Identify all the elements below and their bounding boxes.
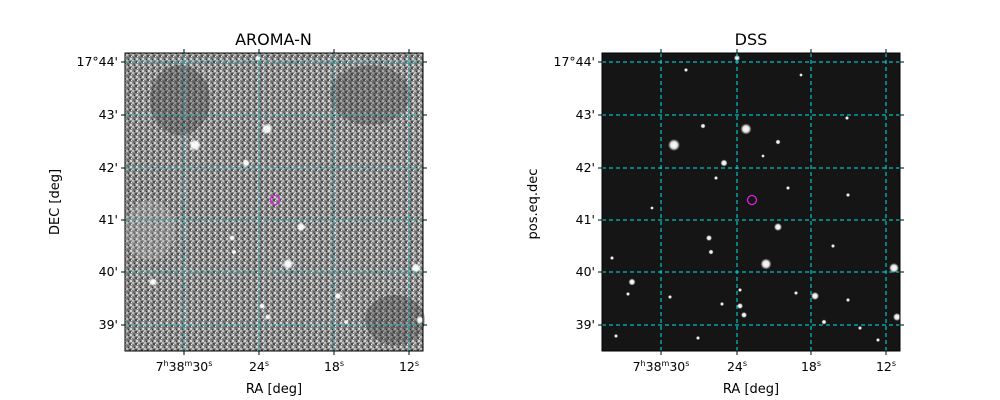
star [786, 186, 790, 190]
star [760, 258, 772, 270]
panel-title: AROMA-N [235, 30, 312, 49]
star [831, 244, 835, 248]
sky-image-aroma-n [125, 53, 425, 351]
star [416, 316, 424, 324]
ra-tick-label: 12s [876, 359, 896, 374]
target-marker [269, 194, 281, 206]
star [614, 334, 618, 338]
star [149, 278, 157, 286]
star [738, 288, 742, 292]
dec-tick-label: 40' [99, 264, 118, 279]
star [189, 139, 201, 151]
star [255, 55, 261, 61]
x-axis-label: RA [deg] [723, 382, 779, 397]
dec-tick-label: 40' [576, 264, 595, 279]
dec-tick-label: 43' [99, 107, 118, 122]
sky-image-dss [602, 53, 901, 351]
star [889, 263, 899, 273]
star [265, 314, 271, 320]
y-axis-label: pos.eq.dec [526, 169, 541, 240]
star [696, 336, 700, 340]
star [261, 123, 273, 135]
ra-tick-label: 7h38m30s [156, 359, 213, 374]
panel-title: DSS [735, 30, 768, 49]
dec-tick-label: 17°44' [77, 54, 119, 69]
ra-tick-label: 24s [249, 359, 269, 374]
star [794, 291, 798, 295]
y-axis-label: DEC [deg] [48, 169, 63, 235]
star [846, 298, 850, 302]
star [343, 319, 349, 325]
dec-tick-label: 42' [576, 160, 595, 175]
ra-tick-label: 7h38m30s [633, 359, 690, 374]
star [700, 123, 706, 129]
axis-ticks [598, 49, 904, 355]
axis-ticks [121, 49, 427, 355]
star [845, 116, 849, 120]
star [708, 249, 714, 255]
coordinate-grid [602, 53, 900, 351]
dec-tick-label: 39' [99, 317, 118, 332]
star [668, 295, 672, 299]
star [720, 302, 724, 306]
dec-tick-label: 42' [99, 160, 118, 175]
star [740, 123, 752, 135]
star [229, 235, 235, 241]
star [714, 176, 718, 180]
panel-dss: DSS [526, 30, 904, 397]
star [259, 303, 265, 309]
panel-aroma-n: AROMA-N [48, 30, 427, 397]
star [893, 313, 901, 321]
star [628, 278, 636, 286]
star [775, 139, 781, 145]
star [242, 159, 250, 167]
x-axis-label: RA [deg] [246, 382, 302, 397]
dec-tick-label: 41' [576, 212, 595, 227]
star [811, 292, 819, 300]
target-marker [746, 194, 758, 206]
star [626, 292, 630, 296]
star [411, 263, 421, 273]
star [734, 55, 740, 61]
star [741, 312, 747, 318]
ra-tick-label: 18s [801, 359, 821, 374]
ra-tick-label: 12s [399, 359, 419, 374]
star [774, 223, 782, 231]
ra-tick-label: 24s [727, 359, 747, 374]
star [761, 154, 765, 158]
star [334, 292, 342, 300]
dec-tick-label: 41' [99, 212, 118, 227]
star [858, 326, 862, 330]
star [846, 193, 850, 197]
star [296, 222, 306, 232]
star [668, 139, 680, 151]
star [821, 319, 827, 325]
star [876, 338, 880, 342]
star [231, 249, 237, 255]
star [720, 159, 728, 167]
dec-tick-label: 39' [576, 317, 595, 332]
ra-tick-label: 18s [324, 359, 344, 374]
star [684, 68, 688, 72]
coordinate-grid [125, 53, 423, 351]
star [737, 303, 743, 309]
plot-frame [601, 52, 901, 352]
star [799, 73, 803, 77]
star [282, 258, 294, 270]
plot-frame [124, 52, 424, 352]
dec-tick-label: 17°44' [554, 54, 596, 69]
star [706, 235, 712, 241]
star [650, 206, 654, 210]
star [610, 256, 614, 260]
dec-tick-label: 43' [576, 107, 595, 122]
